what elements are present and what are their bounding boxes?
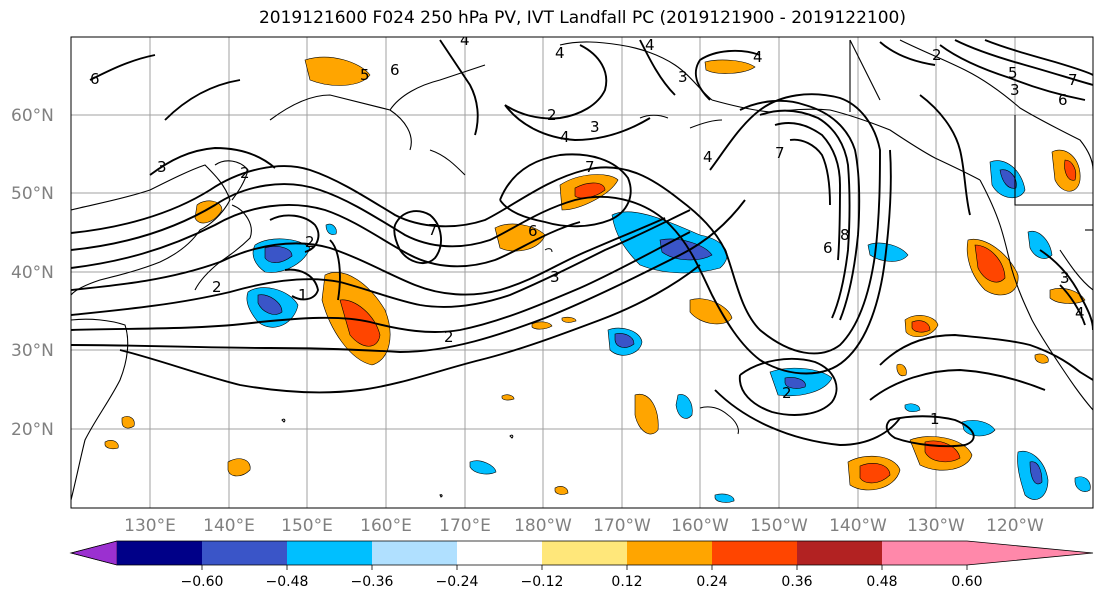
contour-label: 6	[390, 61, 400, 79]
colorbar-segment	[882, 541, 967, 565]
contour-label: 6	[528, 222, 538, 240]
lon-label: 140°E	[203, 516, 255, 536]
map-border	[70, 36, 1094, 509]
lon-label: 130°E	[124, 516, 176, 536]
colorbar-segment	[627, 541, 712, 565]
lat-label: 40°N	[11, 263, 54, 283]
lon-label: 160°E	[360, 516, 412, 536]
lat-label: 30°N	[11, 341, 54, 361]
contours	[71, 39, 1093, 448]
contour-label: 4	[560, 128, 570, 146]
colorbar-tick-label: 0.24	[696, 574, 727, 590]
contour-label: 3	[1060, 269, 1070, 287]
lat-label: 20°N	[11, 420, 54, 440]
contour-label: 3	[590, 118, 600, 136]
colorbar-segment	[287, 541, 372, 565]
contour-label: 6	[823, 239, 833, 257]
negative-anomaly-patches	[246, 160, 1091, 503]
lon-label: 170°E	[439, 516, 491, 536]
contour-label: 3	[678, 68, 688, 86]
lon-label: 180°W	[514, 516, 572, 536]
colorbar-tick-label: −0.24	[436, 574, 479, 590]
colorbar-tick-label: 0.60	[951, 574, 982, 590]
contour-label: 3	[157, 158, 167, 176]
lon-label: 150°W	[750, 516, 808, 536]
colorbar-tick-label: −0.60	[181, 574, 224, 590]
colorbar-tick-label: −0.48	[266, 574, 309, 590]
colorbar-tick-label: 0.48	[866, 574, 897, 590]
lon-label: 160°W	[671, 516, 729, 536]
colorbar-segment	[712, 541, 797, 565]
longitude-labels: 130°E 140°E 150°E 160°E 170°E 180°W 170°…	[124, 516, 1044, 536]
contour-label: 2	[212, 278, 222, 296]
contour-label: 8	[840, 226, 850, 244]
colorbar: −0.60 −0.48 −0.36 −0.24 −0.12 0.12 0.24 …	[69, 540, 1094, 590]
colorbar-tick-label: 0.36	[781, 574, 812, 590]
lon-label: 170°W	[593, 516, 651, 536]
lat-label: 60°N	[11, 106, 54, 126]
colorbar-segment	[457, 541, 542, 565]
lat-label: 50°N	[11, 184, 54, 204]
contour-label: 4	[703, 148, 713, 166]
contour-label: 4	[753, 48, 763, 66]
contour-label: 5	[360, 66, 370, 84]
contour-label: 3	[550, 268, 560, 286]
colorbar-tick-label: −0.12	[521, 574, 564, 590]
contour-label-group: 6 5 6 4 4 4 2 2 3 4 7 7 6 7 4 3 2 3 2 1 …	[90, 31, 1085, 428]
contour-label: 2	[305, 233, 315, 251]
contour-label: 4	[1075, 304, 1085, 322]
colorbar-tick-label: 0.12	[611, 574, 642, 590]
coastlines	[71, 39, 1093, 501]
contour-label: 5	[1008, 64, 1018, 82]
contour-label: 7	[428, 221, 438, 239]
contour-label: 1	[930, 410, 940, 428]
contour-label: 3	[1010, 81, 1020, 99]
contour-label: 4	[460, 31, 470, 49]
contour-label: 6	[1058, 91, 1068, 109]
colorbar-tick-label: −0.36	[351, 574, 394, 590]
contour-label: 1	[298, 286, 308, 304]
contour-label: 2	[444, 328, 454, 346]
contour-label: 4	[645, 36, 655, 54]
contour-label: 2	[547, 106, 557, 124]
colorbar-segment	[542, 541, 627, 565]
contour-label: 2	[782, 384, 792, 402]
latitude-labels: 60°N 50°N 40°N 30°N 20°N	[11, 106, 54, 440]
colorbar-segment	[797, 541, 882, 565]
colorbar-segment	[117, 541, 202, 565]
colorbar-segment	[202, 541, 287, 565]
colorbar-segment	[70, 540, 118, 566]
contour-label: 2	[240, 164, 250, 182]
colorbar-segment	[967, 541, 1093, 565]
contour-label: 7	[1068, 71, 1078, 89]
map-title: 2019121600 F024 250 hPa PV, IVT Landfall…	[258, 8, 906, 28]
contour-label: 7	[585, 158, 595, 176]
contour-label: 4	[555, 44, 565, 62]
colorbar-segment	[372, 541, 457, 565]
lon-label: 140°W	[829, 516, 887, 536]
contour-label: 7	[775, 144, 785, 162]
islands	[281, 114, 739, 498]
contour-label: 6	[90, 70, 100, 88]
lon-label: 130°W	[907, 516, 965, 536]
lon-label: 150°E	[281, 516, 333, 536]
contour-label: 2	[932, 46, 942, 64]
lon-label: 120°W	[986, 516, 1044, 536]
